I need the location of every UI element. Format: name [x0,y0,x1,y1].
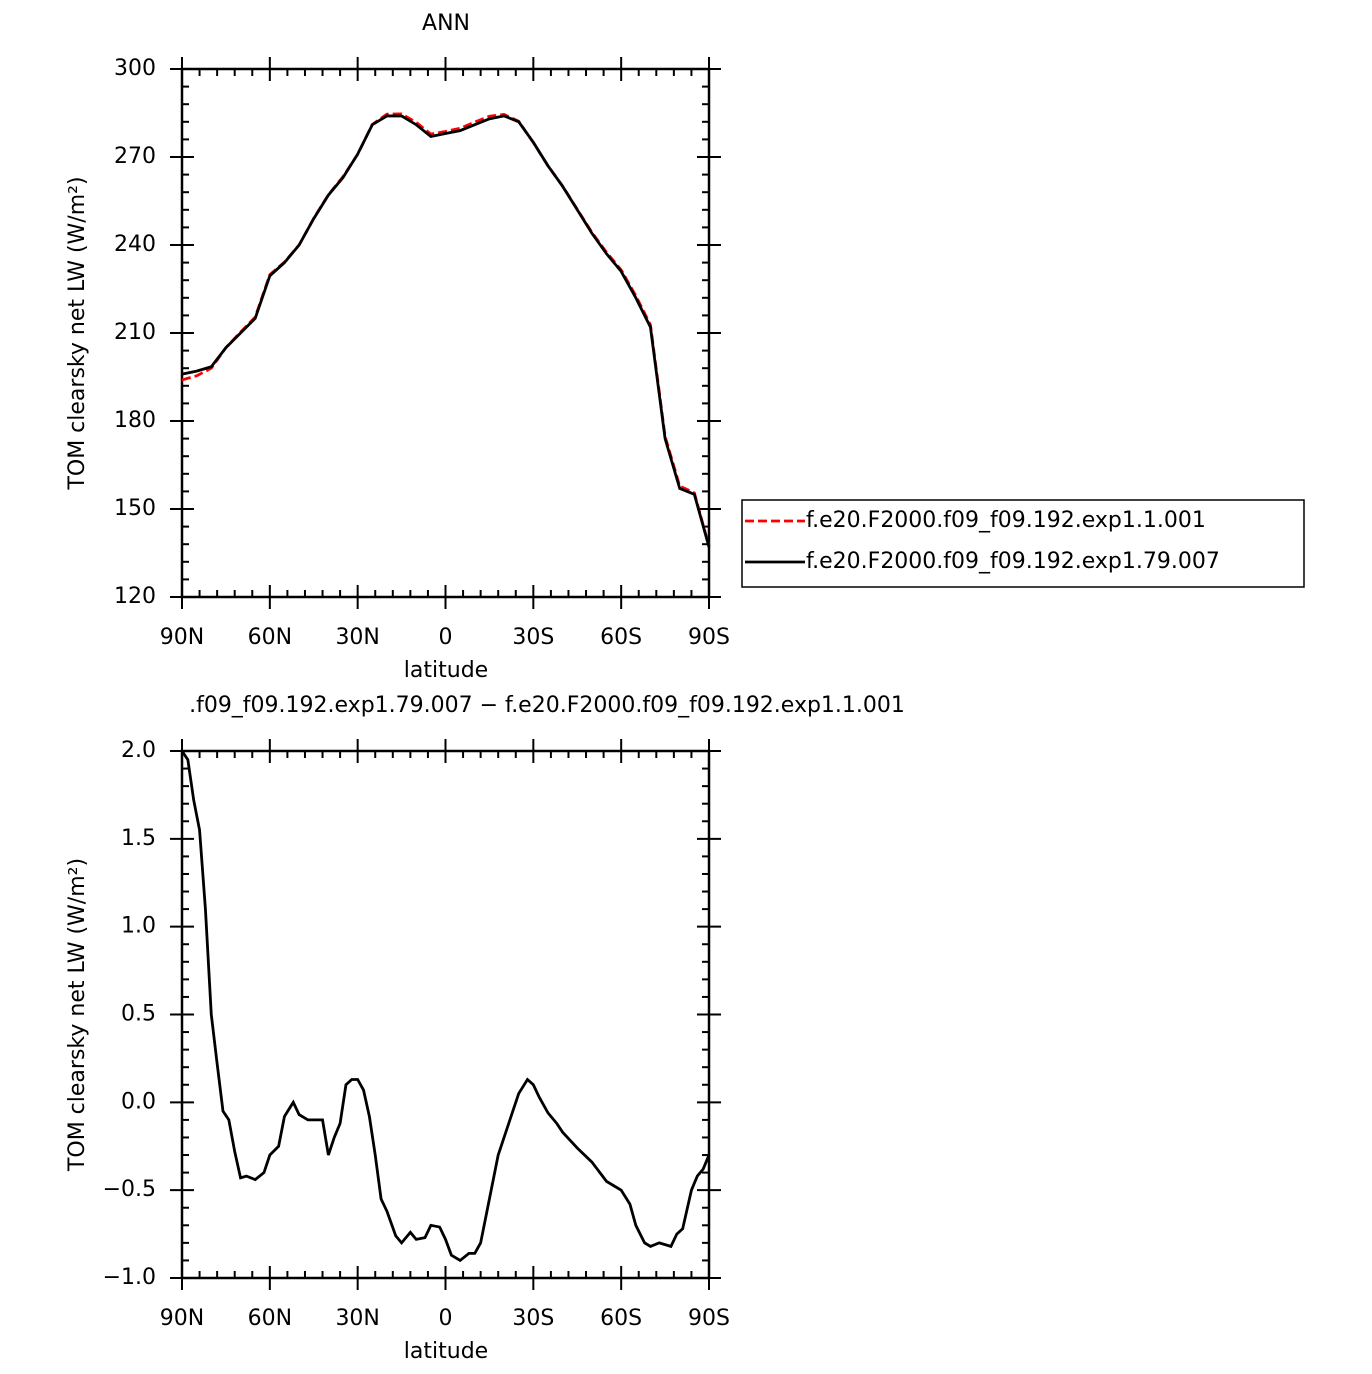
x-axis-label: latitude [404,1339,488,1364]
data-line [180,750,711,1263]
x-tick-label: 90S [688,1306,730,1331]
x-tick-label: 60S [600,1306,642,1331]
legend-label: f.e20.F2000.f09_f09.192.exp1.79.007 [806,549,1220,574]
y-axis-label: TOM clearsky net LW (W/m²) [65,176,90,490]
x-tick-label: 60N [248,625,292,650]
x-tick-label: 60N [248,1306,292,1331]
x-tick-label: 90N [160,625,204,650]
data-line [181,112,711,547]
y-tick-label: −0.5 [103,1177,156,1202]
x-tick-label: 0 [439,625,453,650]
x-tick-label: 30S [512,1306,554,1331]
x-tick-label: 0 [439,1306,453,1331]
y-tick-label: 270 [114,144,156,169]
chart-title: ANN [422,11,470,36]
y-tick-label: 240 [114,232,156,257]
x-axis-label: latitude [404,658,488,683]
x-tick-label: 30N [335,1306,379,1331]
legend-box [741,499,1305,588]
y-tick-label: 2.0 [121,738,156,763]
x-tick-label: 90N [160,1306,204,1331]
y-tick-label: 0.0 [121,1089,156,1114]
x-tick-label: 30N [335,625,379,650]
y-tick-label: 210 [114,320,156,345]
x-tick-label: 90S [688,625,730,650]
plot-frame [180,67,711,599]
x-tick-label: 30S [512,625,554,650]
y-tick-label: 1.0 [121,914,156,939]
y-axis-label: TOM clearsky net LW (W/m²) [65,858,90,1172]
y-tick-label: 150 [114,496,156,521]
x-tick-label: 60S [600,625,642,650]
data-line [181,114,711,548]
chart-title: .f09_f09.192.exp1.79.007 − f.e20.F2000.f… [189,693,905,718]
y-tick-label: 120 [114,584,156,609]
y-tick-label: −1.0 [103,1265,156,1290]
y-tick-label: 0.5 [121,1002,156,1027]
plot-frame [180,749,711,1280]
y-tick-label: 300 [114,56,156,81]
y-tick-label: 180 [114,408,156,433]
y-tick-label: 1.5 [121,826,156,851]
legend-label: f.e20.F2000.f09_f09.192.exp1.1.001 [806,508,1206,533]
